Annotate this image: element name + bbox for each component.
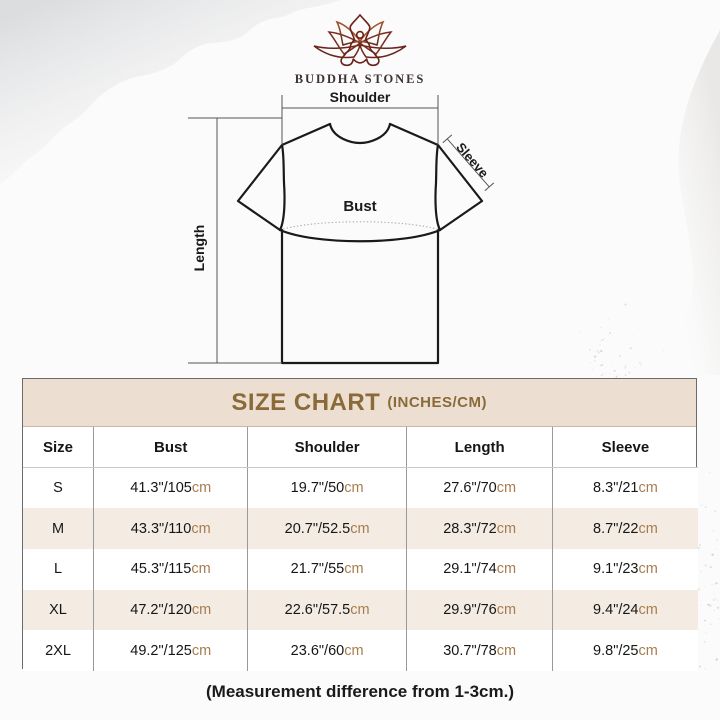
svg-text:Length: Length	[191, 225, 207, 272]
svg-text:Shoulder: Shoulder	[330, 89, 391, 105]
svg-text:Sleeve: Sleeve	[453, 140, 491, 181]
svg-text:Bust: Bust	[343, 198, 376, 215]
